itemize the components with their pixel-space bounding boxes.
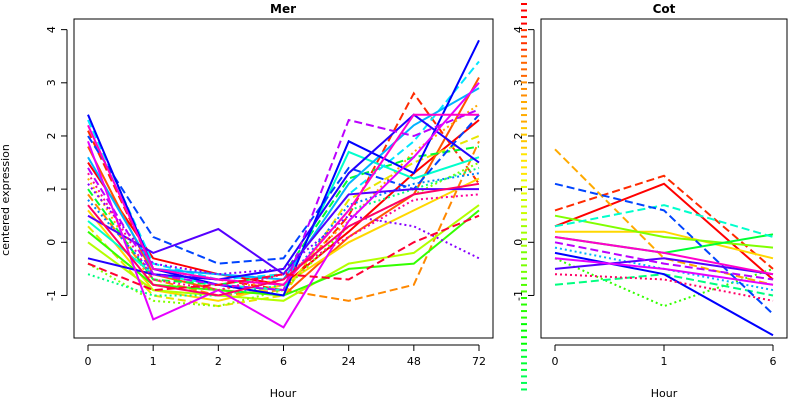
y-tick-label: 0	[512, 239, 525, 246]
color-legend-strip	[521, 3, 527, 391]
series-line	[87, 60, 480, 281]
x-tick-label: 1	[150, 355, 157, 368]
x-axis-label-mer: Hour	[270, 387, 297, 400]
panel-mer: Mer Hour centered expression 0 1 2 6 24 48 72-…	[0, 2, 494, 400]
plot-frame	[540, 18, 788, 339]
x-tick-label: 48	[407, 355, 421, 368]
series-group	[554, 148, 774, 337]
chart-title-cot: Cot	[653, 2, 676, 16]
series-line	[554, 251, 774, 337]
y-axis-label: centered expression	[0, 144, 12, 256]
series-line	[87, 204, 480, 302]
x-axis-label-cot: Hour	[651, 387, 678, 400]
series-line	[87, 188, 479, 276]
x-tick-label: 6	[280, 355, 287, 368]
y-tick-label: 3	[512, 79, 525, 86]
y-tick-label: -1	[512, 290, 525, 301]
y-tick-label: 4	[45, 26, 58, 33]
x-tick-label: 24	[342, 355, 356, 368]
x-tick-label: 6	[770, 355, 777, 368]
series-line	[554, 257, 774, 276]
series-line	[554, 214, 774, 249]
chart-title-mer: Mer	[270, 2, 296, 16]
series-line	[554, 257, 774, 286]
panel-cot: Cot Hour 0 1 6 -1 0 1 2 3 4	[512, 2, 788, 400]
series-line	[554, 148, 774, 286]
series-line	[554, 241, 774, 281]
series-line	[87, 108, 480, 292]
y-tick-label: 0	[45, 239, 58, 246]
series-line	[554, 174, 774, 270]
series-group	[87, 39, 480, 329]
series-line	[87, 214, 480, 292]
y-tick-label: 2	[512, 132, 525, 139]
x-tick-label: 72	[472, 355, 486, 368]
y-tick-label: 1	[45, 186, 58, 193]
series-line	[87, 182, 480, 297]
series-line	[554, 182, 774, 281]
series-line	[554, 257, 774, 308]
plot-frame	[73, 18, 494, 339]
series-line	[554, 236, 774, 276]
series-line	[555, 230, 774, 260]
series-line	[87, 82, 480, 329]
series-line	[87, 172, 480, 286]
x-tick-label: 2	[215, 355, 222, 368]
series-line	[554, 182, 774, 315]
y-tick-label: 1	[512, 186, 525, 193]
series-line	[87, 113, 479, 286]
y-tick-label: 4	[512, 26, 525, 33]
series-line	[87, 91, 480, 292]
y-tick-label: 3	[45, 79, 58, 86]
series-line	[554, 273, 774, 302]
y-tick-label: -1	[45, 290, 58, 301]
series-line	[87, 140, 480, 302]
y-tick-label: 2	[45, 132, 58, 139]
x-tick-label: 0	[85, 355, 92, 368]
series-line	[554, 204, 774, 238]
x-tick-label: 1	[661, 355, 668, 368]
x-tick-label: 0	[552, 355, 559, 368]
